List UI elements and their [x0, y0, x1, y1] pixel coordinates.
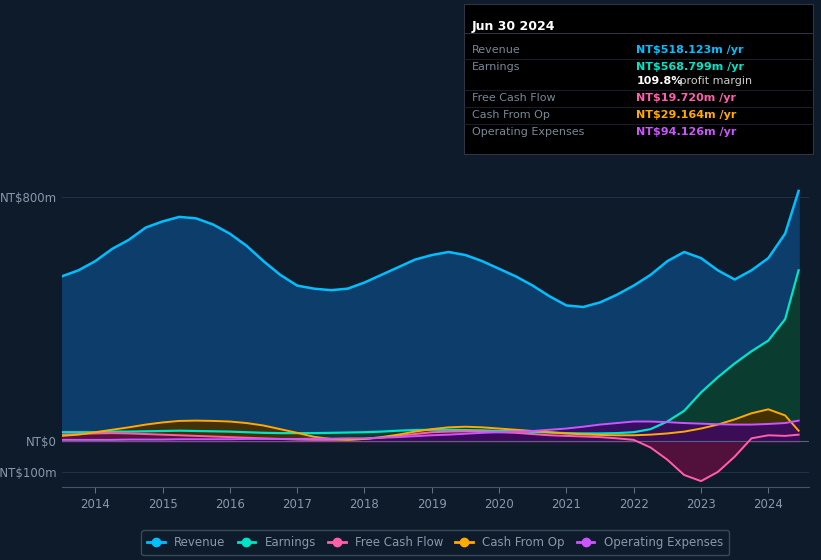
Text: Revenue: Revenue [472, 45, 521, 55]
Text: 109.8%: 109.8% [636, 76, 682, 86]
Text: Operating Expenses: Operating Expenses [472, 127, 585, 137]
Text: NT$518.123m /yr: NT$518.123m /yr [636, 45, 744, 55]
Text: NT$19.720m /yr: NT$19.720m /yr [636, 93, 736, 103]
Text: NT$94.126m /yr: NT$94.126m /yr [636, 127, 736, 137]
Text: profit margin: profit margin [676, 76, 752, 86]
Text: NT$568.799m /yr: NT$568.799m /yr [636, 62, 745, 72]
Text: Cash From Op: Cash From Op [472, 110, 550, 120]
Text: Free Cash Flow: Free Cash Flow [472, 93, 556, 103]
Text: Earnings: Earnings [472, 62, 521, 72]
Legend: Revenue, Earnings, Free Cash Flow, Cash From Op, Operating Expenses: Revenue, Earnings, Free Cash Flow, Cash … [141, 530, 729, 555]
Text: NT$29.164m /yr: NT$29.164m /yr [636, 110, 736, 120]
Text: Jun 30 2024: Jun 30 2024 [472, 20, 556, 33]
